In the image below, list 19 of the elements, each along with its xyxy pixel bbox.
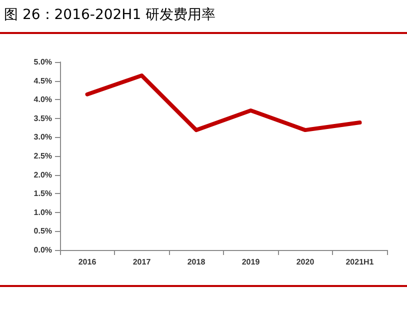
x-tick-label: 2018 xyxy=(187,258,206,266)
x-tick-label: 2021H1 xyxy=(346,258,374,266)
y-tick-label: 3.5% xyxy=(34,114,52,123)
y-tick-label: 0.5% xyxy=(34,226,52,236)
y-tick-label: 4.0% xyxy=(34,95,52,104)
x-tick-label: 2017 xyxy=(132,258,152,266)
y-tick-label: 2.0% xyxy=(34,170,52,180)
y-tick-label: 1.0% xyxy=(34,208,52,217)
x-tick-label: 2016 xyxy=(78,258,97,266)
y-tick-label: 0.0% xyxy=(34,246,52,254)
x-tick-label: 2019 xyxy=(242,258,260,266)
y-tick-label: 1.5% xyxy=(34,189,52,198)
y-tick-label: 4.5% xyxy=(34,76,52,86)
x-tick-label: 2020 xyxy=(296,258,315,266)
chart-title: 图 26：2016-202H1 研发费用率 xyxy=(0,0,407,34)
line-series xyxy=(85,74,362,132)
y-tick-label: 5.0% xyxy=(34,58,52,66)
y-tick-label: 3.0% xyxy=(34,132,52,142)
y-tick-label: 2.5% xyxy=(34,152,52,160)
